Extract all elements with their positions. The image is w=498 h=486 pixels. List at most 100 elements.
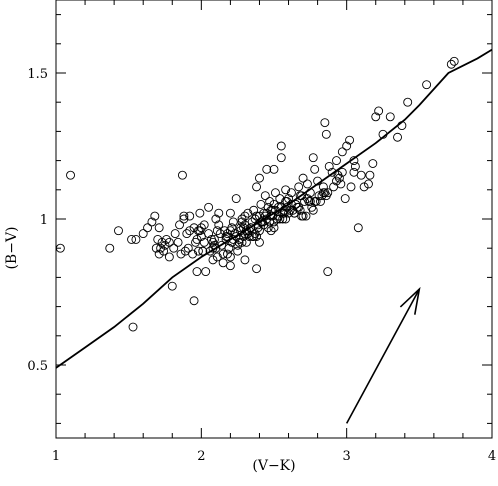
data-point <box>255 237 264 247</box>
data-point <box>218 258 228 268</box>
x-axis-label: (V−K) <box>252 458 295 474</box>
data-point <box>307 202 317 212</box>
x-tick-label: 3 <box>343 449 351 464</box>
data-point <box>310 197 320 206</box>
data-point <box>243 208 253 218</box>
data-point <box>295 205 305 215</box>
data-point <box>318 182 328 192</box>
data-point <box>156 243 166 253</box>
data-point <box>153 234 163 244</box>
data-point <box>269 217 279 227</box>
data-point <box>180 246 190 256</box>
data-point <box>332 156 341 166</box>
data-point <box>225 252 235 262</box>
reddening-arrow-head <box>399 286 421 315</box>
data-point <box>138 229 148 239</box>
data-point <box>393 132 402 142</box>
data-point <box>269 164 279 174</box>
data-point <box>214 208 224 218</box>
data-point <box>301 211 311 221</box>
data-point <box>164 252 174 262</box>
data-point <box>371 112 381 122</box>
data-point <box>195 208 205 218</box>
model-curve <box>55 48 493 369</box>
data-point <box>105 243 115 253</box>
data-point <box>212 252 222 262</box>
data-point <box>240 255 250 265</box>
data-point <box>252 264 262 274</box>
data-point <box>249 205 259 215</box>
data-point <box>127 234 137 244</box>
data-point <box>276 153 286 163</box>
data-point <box>241 237 251 247</box>
data-point <box>276 141 286 151</box>
data-point <box>353 223 363 233</box>
data-point <box>227 223 237 233</box>
data-point <box>231 232 241 241</box>
data-point <box>256 199 266 209</box>
data-point <box>337 167 347 177</box>
data-point <box>211 214 221 224</box>
data-point <box>207 234 216 244</box>
data-point <box>337 147 347 157</box>
data-point <box>422 80 432 90</box>
data-point <box>199 220 209 230</box>
data-point <box>302 179 312 189</box>
data-point <box>255 226 264 236</box>
data-point <box>185 226 195 236</box>
data-point <box>265 217 275 227</box>
data-point <box>345 135 355 145</box>
data-point <box>236 223 246 233</box>
data-point <box>359 182 369 192</box>
data-point <box>159 246 168 256</box>
data-point <box>234 237 244 247</box>
data-point <box>252 211 262 221</box>
data-point <box>265 197 275 206</box>
data-point <box>233 246 243 256</box>
data-point <box>225 261 235 271</box>
data-point <box>294 182 304 192</box>
data-point <box>314 191 324 201</box>
data-point <box>237 214 247 224</box>
data-point <box>385 112 395 122</box>
data-point <box>176 249 186 259</box>
data-point <box>240 211 250 221</box>
data-point <box>269 223 279 233</box>
data-point <box>281 185 291 195</box>
data-point <box>160 240 170 250</box>
data-point <box>321 191 331 201</box>
data-point <box>266 226 276 236</box>
data-point <box>256 217 266 227</box>
data-point <box>321 129 331 139</box>
data-point <box>237 217 247 227</box>
data-point <box>183 243 193 253</box>
data-point <box>225 208 235 218</box>
data-point <box>214 220 224 230</box>
data-point <box>449 56 459 66</box>
data-point <box>368 159 378 168</box>
data-point <box>340 194 350 204</box>
data-point <box>189 223 199 233</box>
data-point <box>300 197 309 206</box>
data-point <box>320 118 330 128</box>
data-point <box>114 226 123 236</box>
data-point <box>128 322 138 332</box>
data-point <box>252 232 262 241</box>
data-point <box>177 170 187 180</box>
data-point <box>323 267 333 277</box>
y-tick-label: 0.5 <box>27 359 48 374</box>
data-point <box>260 191 270 201</box>
data-point <box>364 179 373 189</box>
reddening-arrow <box>345 288 421 424</box>
data-point <box>192 267 202 277</box>
data-point <box>237 237 247 247</box>
y-axis-label: (B−V) <box>4 226 20 269</box>
data-point <box>164 237 174 247</box>
data-point <box>154 223 164 233</box>
data-point <box>310 164 320 174</box>
data-point <box>169 243 179 253</box>
data-point <box>342 141 352 151</box>
data-point <box>231 194 241 204</box>
data-point <box>193 246 203 256</box>
data-point <box>212 226 222 236</box>
